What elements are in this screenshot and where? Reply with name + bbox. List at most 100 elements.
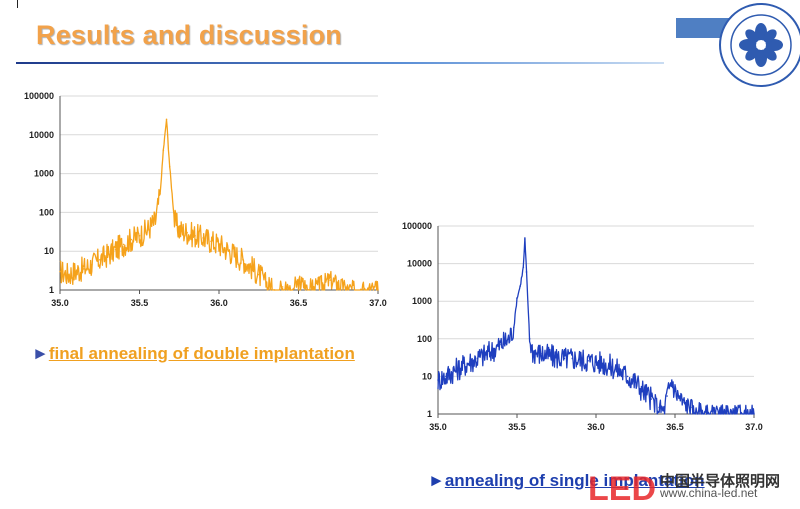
x-tick-label: 37.0 <box>745 422 763 432</box>
xrd-chart-double-implantation: 1 10 100 1000 10000 100000 35.0 35.5 36.0 36.5 37.… <box>24 91 387 308</box>
data-point <box>666 395 668 397</box>
data-point <box>650 398 653 400</box>
x-tick-label: 36.5 <box>290 298 308 308</box>
data-point <box>618 370 621 372</box>
data-point <box>555 356 558 359</box>
x-tick-label: 37.0 <box>369 298 387 308</box>
data-point <box>122 243 125 246</box>
y-tick-label: 10 <box>44 246 54 256</box>
data-point <box>130 238 133 241</box>
data-point <box>563 357 566 360</box>
data-point <box>539 352 542 355</box>
data-point <box>67 273 69 276</box>
data-point <box>168 165 171 168</box>
caption-single-implantation: ►annealing of single implantation <box>428 471 705 491</box>
data-point <box>513 326 515 329</box>
data-point <box>313 287 316 290</box>
data-point <box>445 375 447 378</box>
data-point <box>524 238 526 240</box>
data-point <box>690 406 692 409</box>
data-point <box>476 357 479 360</box>
data-point <box>186 231 188 234</box>
caption-text: final annealing of double implantation <box>48 344 355 363</box>
data-point <box>265 282 268 284</box>
watermark-led-logo: LED <box>588 470 656 508</box>
watermark-logo-text: LED <box>588 470 656 508</box>
data-point <box>595 361 597 363</box>
data-point <box>547 355 550 357</box>
data-point <box>705 413 708 415</box>
data-point <box>59 270 61 273</box>
data-point <box>297 282 300 284</box>
y-tick-label: 1 <box>49 285 54 295</box>
x-tick-label: 36.0 <box>210 298 228 308</box>
data-point <box>202 237 204 239</box>
data-point <box>642 390 645 393</box>
x-tick-label: 35.0 <box>51 298 69 308</box>
data-point <box>492 349 495 351</box>
data-point <box>753 413 755 415</box>
data-point <box>528 338 531 340</box>
y-tick-label: 100000 <box>402 221 432 231</box>
data-point <box>468 361 471 363</box>
data-point <box>250 265 252 268</box>
data-point <box>453 370 455 372</box>
data-point <box>173 220 176 222</box>
data-point <box>571 357 574 360</box>
data-point <box>508 338 510 340</box>
data-point <box>83 268 85 270</box>
series-line <box>59 119 379 291</box>
data-point <box>587 359 589 362</box>
caption-text: annealing of single implantation <box>444 471 705 490</box>
data-point <box>697 410 700 412</box>
data-point <box>522 266 525 269</box>
data-point <box>281 286 284 288</box>
data-point <box>377 289 379 291</box>
y-tick-label: 100 <box>417 334 432 344</box>
slide-title: Results and discussion <box>36 20 342 50</box>
y-tick-label: 1000 <box>34 169 54 179</box>
x-tick-label: 35.0 <box>429 422 447 432</box>
data-point <box>138 234 141 237</box>
data-point <box>525 271 528 273</box>
data-point <box>75 270 77 273</box>
y-tick-label: 100000 <box>24 91 54 101</box>
data-point <box>674 390 676 393</box>
y-tick-label: 1000 <box>412 296 432 306</box>
x-tick-label: 36.0 <box>587 422 605 432</box>
caption-double-implantation: ►final annealing of double implantation <box>32 344 355 364</box>
caption-arrow-icon: ► <box>428 471 445 490</box>
x-tick-label: 35.5 <box>131 298 149 308</box>
y-tick-label: 10000 <box>29 130 54 140</box>
institution-emblem-icon <box>719 3 800 87</box>
x-tick-label: 36.5 <box>666 422 684 432</box>
data-point <box>516 297 518 300</box>
data-point <box>658 406 660 409</box>
y-tick-label: 1 <box>427 409 432 419</box>
y-tick-label: 100 <box>39 207 54 217</box>
data-point <box>98 259 101 261</box>
data-point <box>682 401 684 404</box>
y-tick-label: 10000 <box>407 259 432 269</box>
series-line <box>437 237 755 415</box>
data-point <box>532 351 534 353</box>
data-point <box>162 149 165 152</box>
data-point <box>500 343 502 346</box>
data-point <box>289 289 292 291</box>
data-point <box>178 229 181 231</box>
data-point <box>226 248 228 251</box>
data-point <box>159 193 161 195</box>
data-point <box>663 410 665 412</box>
data-point <box>626 375 629 378</box>
data-point <box>242 259 244 261</box>
data-point <box>257 273 260 276</box>
x-tick-label: 35.5 <box>508 422 526 432</box>
data-point <box>519 285 521 288</box>
data-point <box>579 358 581 361</box>
data-point <box>671 379 673 381</box>
watermark-site-url: www.china-led.net <box>660 486 758 500</box>
data-point <box>218 243 220 246</box>
data-point <box>165 118 168 121</box>
data-point <box>234 254 236 256</box>
y-tick-label: 10 <box>422 371 432 381</box>
